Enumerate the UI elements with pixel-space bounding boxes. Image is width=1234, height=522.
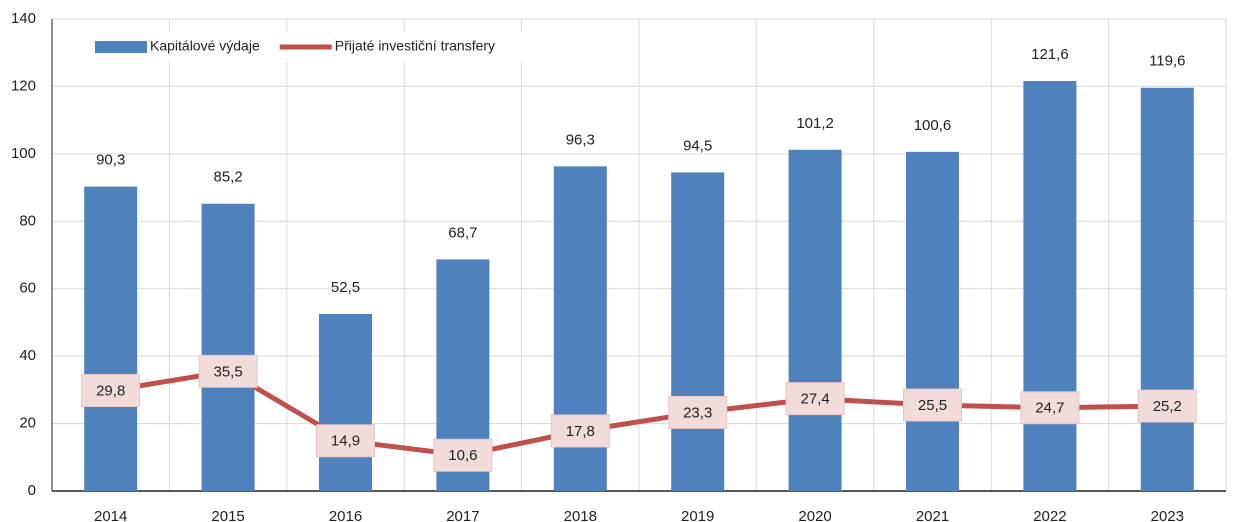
legend-swatch [95, 41, 147, 53]
bar [1140, 87, 1194, 491]
bar [906, 151, 959, 491]
x-tick-label: 2022 [1033, 508, 1066, 522]
bar-value-label: 119,6 [1149, 53, 1185, 70]
x-tick-label: 2021 [916, 508, 949, 522]
line-label-box [550, 414, 610, 448]
line [110, 368, 1168, 458]
line-label-box [433, 438, 493, 472]
x-tick-label: 2017 [446, 508, 479, 522]
x-tick-label: 2015 [211, 508, 244, 522]
bar-value-label: 85,2 [213, 169, 242, 186]
y-tick-label: 0 [28, 482, 36, 499]
line-value-label: 17,8 [566, 423, 595, 440]
line-value-label: 29,8 [96, 383, 125, 400]
bar-value-label: 52,5 [331, 279, 360, 296]
y-tick-label: 120 [11, 77, 36, 94]
y-tick-label: 140 [11, 10, 36, 27]
bar-value-label: 94,5 [683, 137, 712, 154]
line-label-box [903, 388, 962, 422]
bar-value-label: 100,6 [914, 117, 952, 134]
bar-value-label: 101,2 [796, 115, 834, 132]
line-label-box [785, 382, 845, 416]
bar [319, 314, 372, 491]
legend-label: Přijaté investiční transfery [335, 38, 495, 54]
bar-value-label: 96,3 [566, 131, 595, 148]
y-tick-label: 40 [19, 347, 36, 364]
bar [671, 172, 725, 491]
x-tick-label: 2014 [94, 508, 127, 522]
bar [788, 149, 842, 491]
y-tick-label: 60 [19, 280, 36, 297]
line-value-label: 23,3 [683, 404, 712, 421]
y-tick-label: 100 [11, 145, 36, 162]
line-label-box [1020, 391, 1080, 425]
x-tick-label: 2023 [1151, 508, 1184, 522]
legend-label: Kapitálové výdaje [150, 38, 260, 54]
line-value-label: 35,5 [213, 363, 242, 380]
line-label-box [198, 354, 258, 388]
y-tick-label: 80 [19, 212, 36, 229]
line-label-box [1137, 389, 1197, 423]
line-value-label: 14,9 [331, 433, 360, 450]
line-label-box [81, 374, 141, 408]
line-value-label: 25,2 [1153, 398, 1182, 415]
x-tick-label: 2018 [564, 508, 597, 522]
x-tick-label: 2019 [681, 508, 714, 522]
y-tick-label: 20 [19, 415, 36, 432]
bar-value-label: 90,3 [96, 152, 125, 169]
line-value-label: 24,7 [1035, 400, 1064, 417]
bar [1023, 81, 1077, 491]
bar-value-label: 121,6 [1031, 46, 1069, 63]
x-tick-label: 2016 [329, 508, 362, 522]
x-tick-label: 2020 [798, 508, 831, 522]
bar [201, 203, 255, 492]
bar-value-label: 68,7 [448, 224, 477, 241]
line-label-box [316, 424, 375, 458]
line-value-label: 10,6 [448, 447, 477, 464]
bar [84, 186, 138, 491]
line-value-label: 27,4 [800, 391, 829, 408]
line-label-box [668, 395, 728, 429]
line-value-label: 25,5 [918, 397, 947, 414]
